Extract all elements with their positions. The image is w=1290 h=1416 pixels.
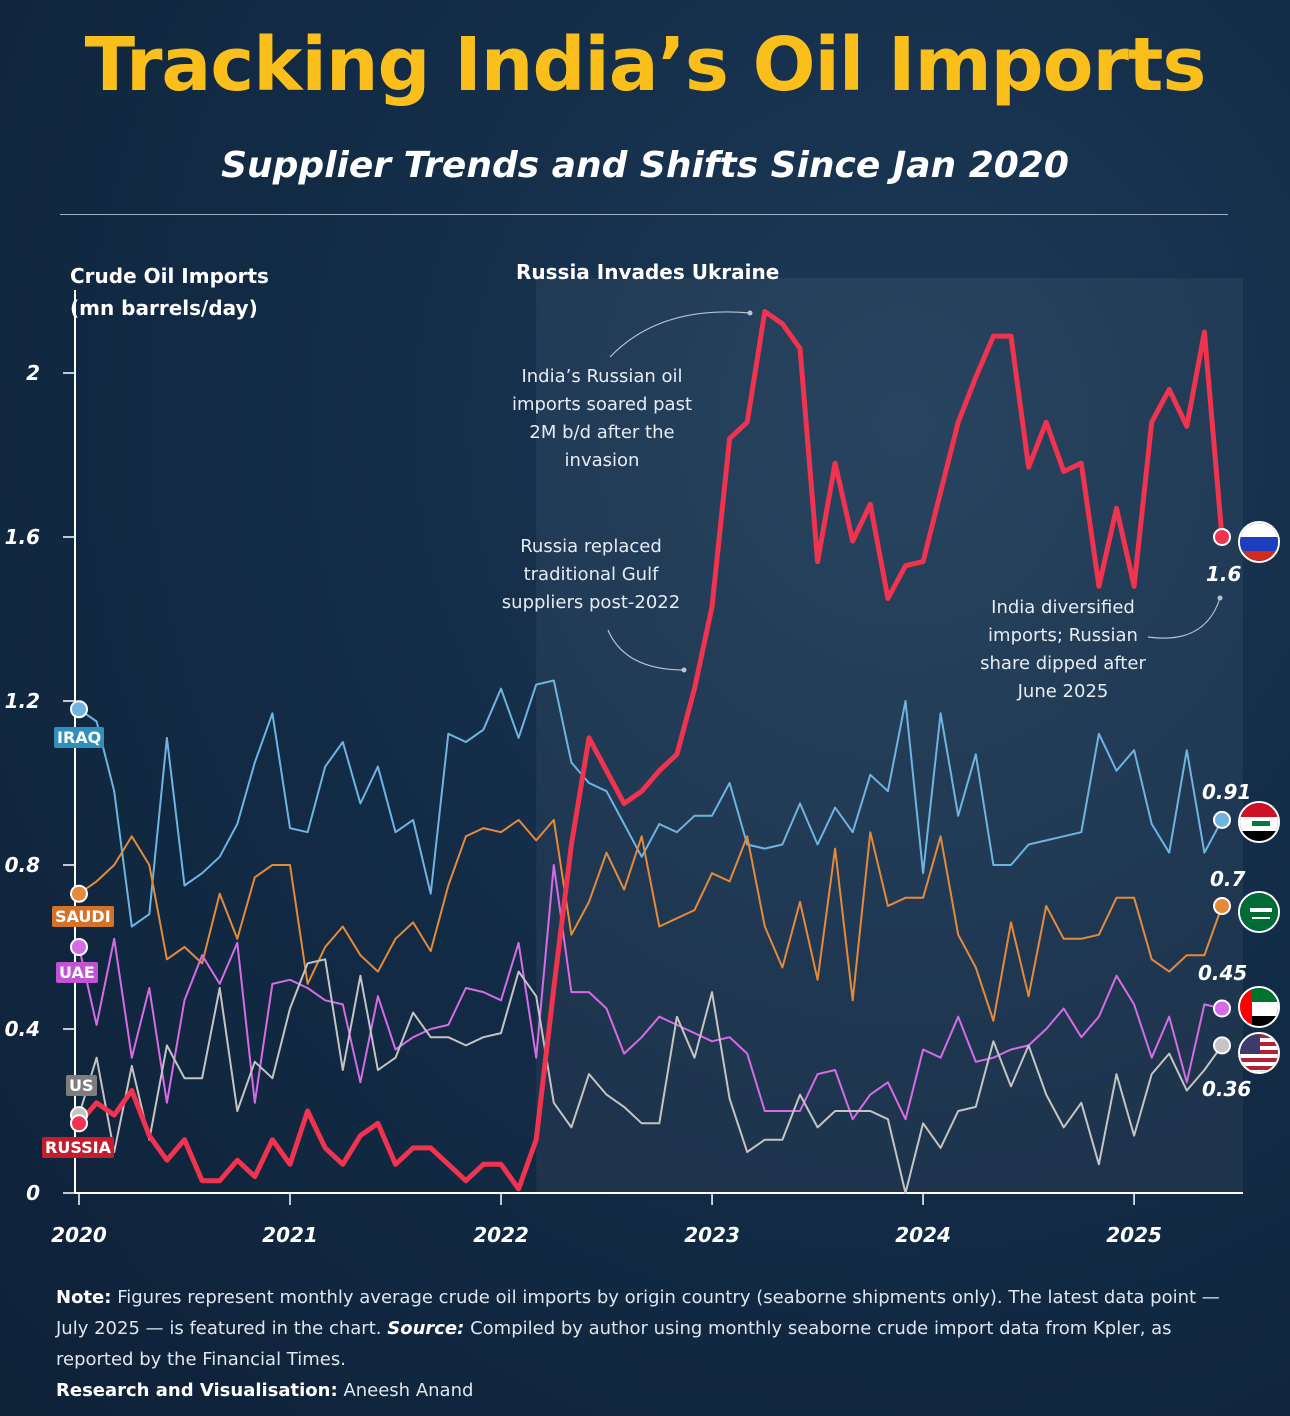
annotation-diversified-leader bbox=[1147, 597, 1221, 639]
iraq-flag-icon bbox=[1238, 801, 1280, 843]
series-line-us bbox=[78, 958, 1223, 1194]
annotation-soared-leader-dot bbox=[747, 310, 753, 316]
end-marker-us bbox=[1213, 1036, 1231, 1055]
series-line-russia bbox=[76, 309, 1225, 1192]
usa-flag-icon bbox=[1238, 1032, 1280, 1074]
annotation-replaced: Russia replaced traditional Gulf supplie… bbox=[501, 536, 681, 613]
annotation-soared: India’s Russian oil imports soared past … bbox=[511, 366, 693, 471]
end-marker-saudi bbox=[1213, 897, 1231, 915]
series-line-saudi bbox=[78, 818, 1223, 1022]
badge-us: US bbox=[66, 1075, 97, 1096]
end-marker-iraq bbox=[1213, 810, 1231, 829]
end-marker-russia bbox=[1213, 528, 1231, 546]
series-line-iraq bbox=[78, 679, 1223, 928]
annotation-soared-leader bbox=[609, 311, 751, 358]
badge-saudi: SAUDI bbox=[52, 906, 114, 927]
y-axis-label-line2: (mn barrels/day) bbox=[70, 296, 258, 320]
series-line-uae bbox=[78, 864, 1223, 1121]
uae-flag-icon bbox=[1238, 986, 1280, 1028]
end-value-uae: 0.45 bbox=[1198, 961, 1248, 985]
event-shaded-region bbox=[536, 278, 1243, 1193]
end-value-us: 0.36 bbox=[1202, 1077, 1252, 1101]
x-tick-label: 2020 bbox=[51, 1223, 107, 1247]
badge-russia: RUSSIA bbox=[42, 1137, 114, 1158]
x-tick-label: 2022 bbox=[473, 1223, 529, 1247]
line-chart: 0 0.4 0.8 1.2 1.6 2 2020 2021 2022 2023 2024 2025 bbox=[5, 278, 1243, 1247]
badge-uae: UAE bbox=[56, 962, 98, 983]
credit-text: Aneesh Anand bbox=[343, 1380, 474, 1401]
annotation-diversified-leader-dot bbox=[1217, 595, 1223, 601]
y-tick-label: 0.4 bbox=[5, 1017, 40, 1041]
end-value-russia: 1.6 bbox=[1206, 562, 1242, 586]
end-marker-uae bbox=[1213, 999, 1231, 1018]
x-tick-label: 2023 bbox=[684, 1223, 740, 1247]
credit-label: Research and Visualisation: bbox=[56, 1380, 338, 1401]
event-label: Russia Invades Ukraine bbox=[516, 260, 780, 284]
y-tick-label: 0 bbox=[26, 1181, 40, 1205]
page-subtitle: Supplier Trends and Shifts Since Jan 202… bbox=[221, 145, 1069, 186]
annotation-diversified: India diversified imports; Russian share… bbox=[980, 597, 1146, 702]
y-tick-label: 2 bbox=[26, 361, 40, 385]
end-value-saudi: 0.7 bbox=[1210, 867, 1246, 891]
y-tick-label: 1.6 bbox=[5, 525, 41, 549]
start-marker-russia bbox=[70, 1114, 88, 1133]
start-marker-saudi bbox=[70, 884, 88, 903]
credit-line: Research and Visualisation: Aneesh Anand bbox=[56, 1375, 1236, 1406]
badge-iraq: IRAQ bbox=[54, 727, 105, 748]
page-title: Tracking India’s Oil Imports bbox=[84, 22, 1207, 108]
start-marker-uae bbox=[70, 938, 88, 956]
note-text: Figures represent monthly average crude … bbox=[56, 1287, 1220, 1339]
end-value-iraq: 0.91 bbox=[1202, 780, 1252, 804]
footer-note: Note: Figures represent monthly average … bbox=[56, 1282, 1236, 1406]
source-label: Source: bbox=[387, 1318, 465, 1339]
y-axis-label-line1: Crude Oil Imports bbox=[70, 264, 269, 288]
note-label: Note: bbox=[56, 1287, 112, 1308]
title-divider bbox=[60, 214, 1228, 215]
x-tick-label: 2021 bbox=[262, 1223, 318, 1247]
y-tick-label: 0.8 bbox=[5, 853, 41, 877]
y-tick-label: 1.2 bbox=[5, 689, 40, 713]
russia-flag-icon bbox=[1238, 521, 1280, 563]
source-text: Compiled by author using monthly seaborn… bbox=[56, 1318, 1172, 1370]
y-axis-label: Crude Oil Imports (mn barrels/day) bbox=[70, 260, 269, 324]
start-marker-iraq bbox=[70, 700, 88, 719]
x-tick-label: 2025 bbox=[1106, 1223, 1162, 1247]
x-tick-label: 2024 bbox=[895, 1223, 951, 1247]
annotation-replaced-leader-dot bbox=[681, 667, 687, 673]
note-paragraph: Note: Figures represent monthly average … bbox=[56, 1282, 1236, 1375]
saudi-flag-icon bbox=[1238, 891, 1280, 933]
annotation-replaced-leader bbox=[607, 629, 685, 671]
